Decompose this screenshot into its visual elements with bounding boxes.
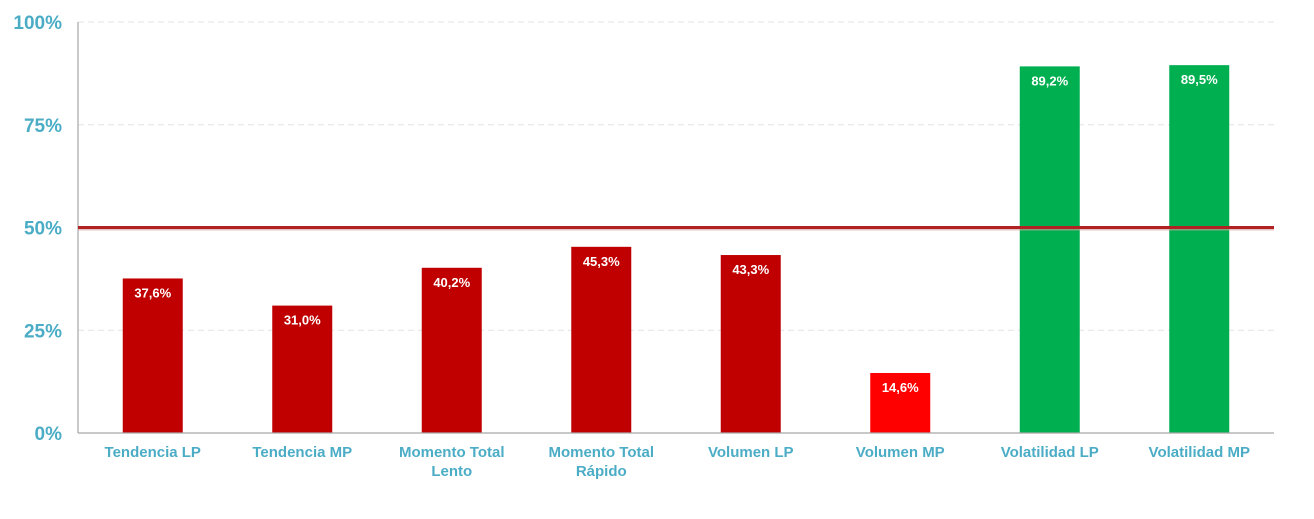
y-tick-label: 75%	[24, 116, 62, 137]
x-tick-label: Volumen MP	[856, 444, 945, 461]
x-tick-labels: Tendencia LP Tendencia MP Momento Total Len…	[105, 444, 1250, 480]
x-tick-label: Tendencia LP	[105, 444, 201, 461]
y-tick-label: 50%	[24, 219, 62, 240]
gridlines	[78, 21, 1274, 331]
bar	[122, 278, 183, 433]
bars: 37,6% 31,0% 40,2% 45,3% 43,3% 14,6% 89,2% 89,5%	[122, 65, 1230, 433]
data-label: 40,2%	[433, 275, 470, 290]
reference-line-group	[78, 226, 1274, 231]
x-tick-label: Volumen LP	[708, 444, 794, 461]
x-tick-label: Volatilidad MP	[1149, 444, 1250, 461]
data-label: 89,2%	[1031, 73, 1068, 88]
y-tick-label: 0%	[35, 424, 63, 445]
bar	[1019, 66, 1080, 433]
x-tick-label: Volatilidad LP	[1001, 444, 1099, 461]
x-tick-label-line: Tendencia LP	[105, 444, 201, 461]
x-tick-label-line: Volatilidad MP	[1149, 444, 1250, 461]
data-label: 31,0%	[284, 313, 321, 328]
data-label: 37,6%	[134, 285, 171, 300]
bar	[1169, 65, 1230, 433]
data-label: 89,5%	[1181, 72, 1218, 87]
x-tick-label-line: Momento Total	[548, 444, 654, 461]
x-tick-label-line: Tendencia MP	[252, 444, 352, 461]
x-tick-label-line: Momento Total	[399, 444, 505, 461]
x-tick-label-line: Rápido	[576, 463, 627, 480]
x-tick-label: Tendencia MP	[252, 444, 352, 461]
y-tick-label: 100%	[13, 13, 62, 34]
bar	[720, 255, 781, 433]
x-tick-label: Momento Total Rápido	[548, 444, 654, 480]
data-label: 45,3%	[583, 254, 620, 269]
x-tick-label: Momento Total Lento	[399, 444, 505, 480]
x-tick-label-line: Volumen MP	[856, 444, 945, 461]
y-tick-label: 25%	[24, 321, 62, 342]
data-label: 14,6%	[882, 380, 919, 395]
x-tick-label-line: Lento	[431, 463, 472, 480]
bar	[571, 246, 632, 433]
x-tick-label-line: Volatilidad LP	[1001, 444, 1099, 461]
x-tick-label-line: Volumen LP	[708, 444, 794, 461]
data-label: 43,3%	[732, 262, 769, 277]
bar	[421, 267, 482, 433]
y-tick-labels: 0% 25% 50% 75% 100%	[13, 13, 62, 445]
bar	[870, 372, 931, 433]
bar	[272, 305, 333, 433]
